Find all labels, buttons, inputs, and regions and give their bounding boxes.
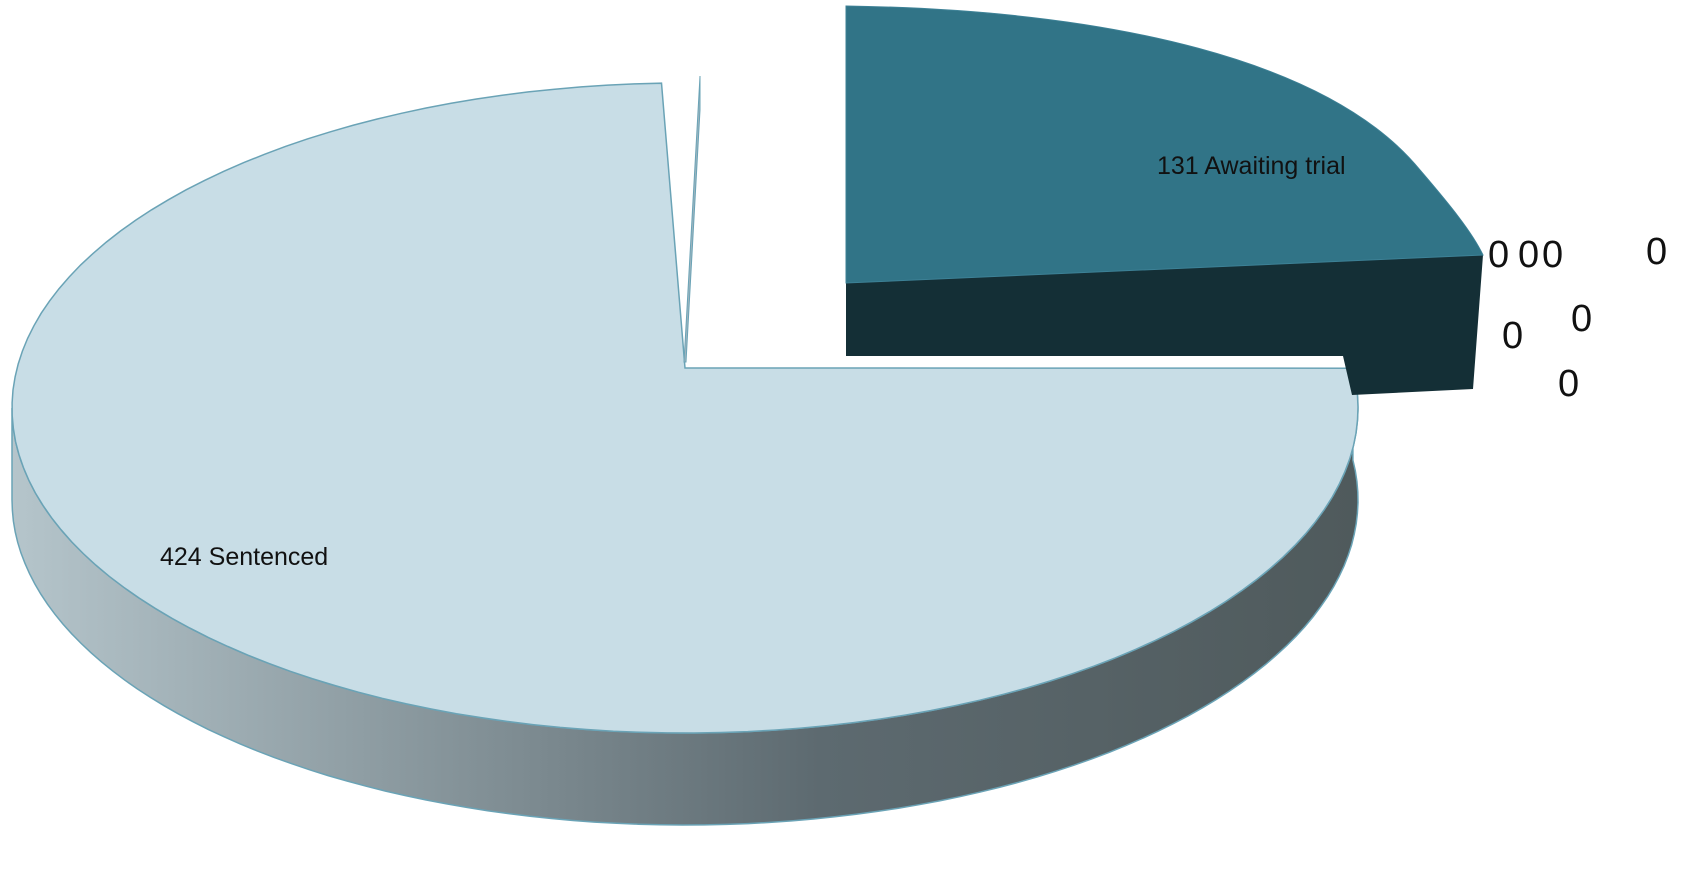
zero-label: 0: [1542, 234, 1563, 276]
pie-slice-sentenced-cut-face: [683, 75, 701, 363]
zero-label: 0: [1646, 231, 1667, 273]
zero-label: 0: [1558, 363, 1579, 405]
pie-slice-sentenced: [11, 82, 1359, 734]
pie-slice-awaiting-trial: [845, 5, 1484, 284]
pie-slice-awaiting-trial-side: [846, 255, 1483, 395]
zero-label: 0: [1488, 234, 1509, 276]
zero-label: 0: [1571, 298, 1592, 340]
slice-label-awaiting-trial: 131 Awaiting trial: [1157, 152, 1346, 180]
zero-label: 0: [1518, 234, 1539, 276]
slice-label-sentenced: 424 Sentenced: [160, 543, 328, 571]
zero-label: 0: [1502, 315, 1523, 357]
